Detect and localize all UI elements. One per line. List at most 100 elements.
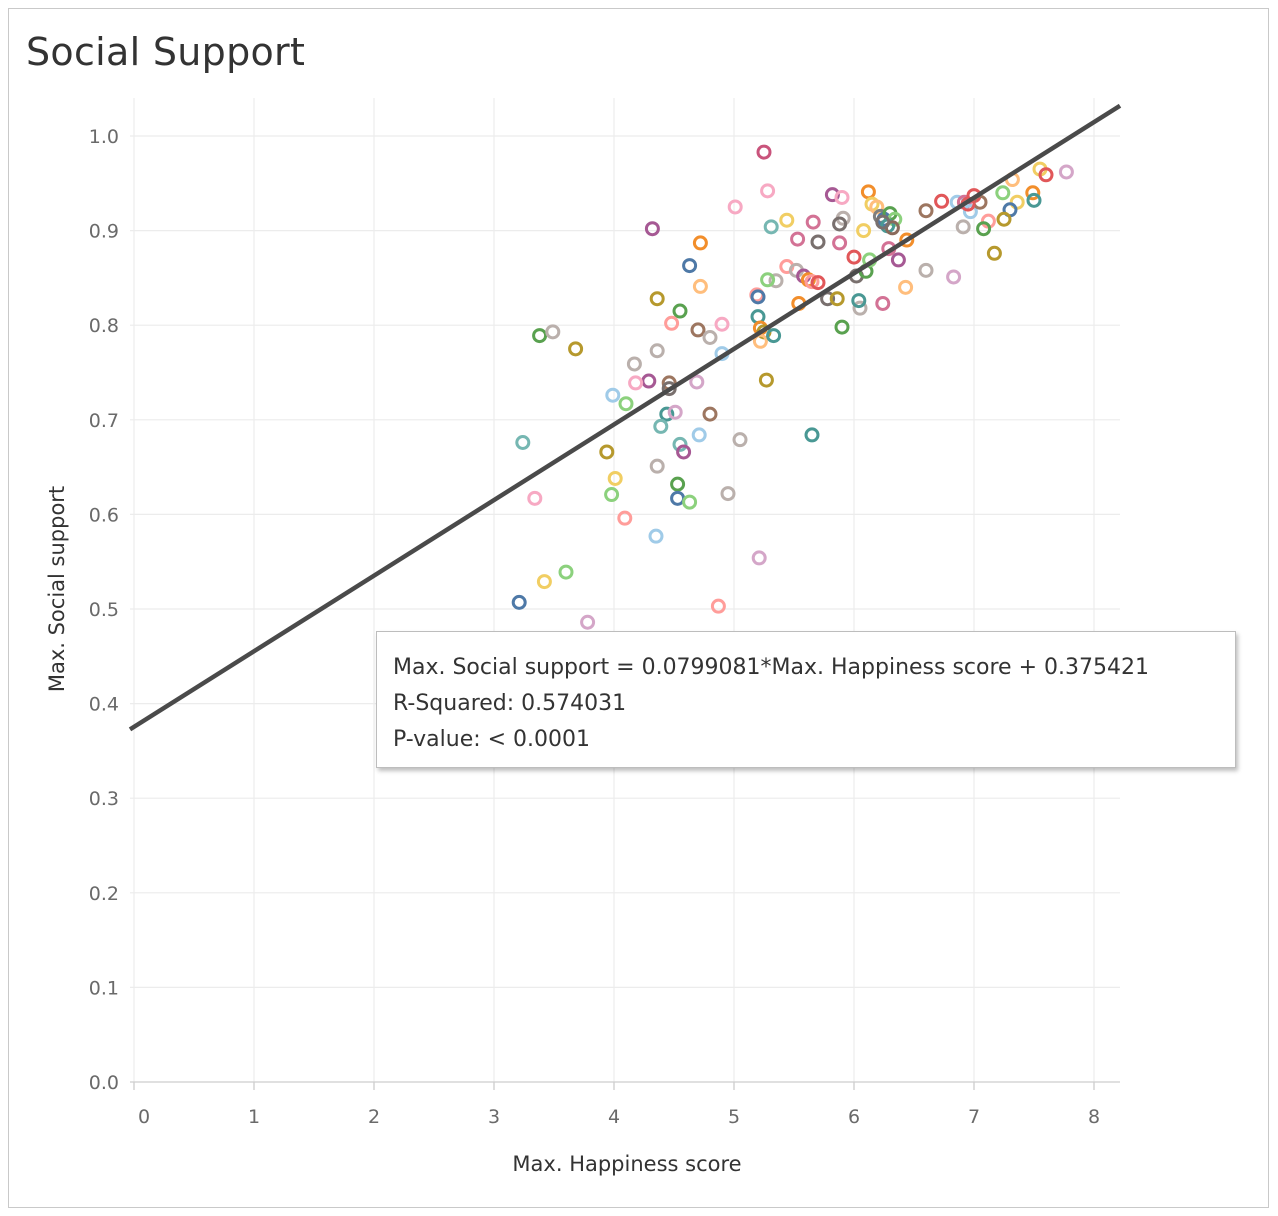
data-point[interactable] (820, 291, 836, 307)
data-point[interactable] (760, 272, 776, 288)
data-point[interactable] (1058, 164, 1074, 180)
data-point[interactable] (766, 328, 782, 344)
data-point[interactable] (532, 328, 548, 344)
data-point[interactable] (515, 435, 531, 451)
data-point[interactable] (779, 212, 795, 228)
data-point[interactable] (829, 291, 845, 307)
data-point[interactable] (536, 574, 552, 590)
data-point[interactable] (752, 333, 768, 349)
data-point[interactable] (763, 219, 779, 235)
data-point[interactable] (702, 406, 718, 422)
data-point[interactable] (1026, 192, 1042, 208)
data-point[interactable] (790, 231, 806, 247)
data-point[interactable] (875, 214, 891, 230)
data-point[interactable] (751, 550, 767, 566)
data-point[interactable] (649, 291, 665, 307)
data-point[interactable] (605, 387, 621, 403)
data-point[interactable] (846, 249, 862, 265)
data-point[interactable] (653, 418, 669, 434)
data-point[interactable] (832, 235, 848, 251)
data-point[interactable] (918, 262, 934, 278)
data-point[interactable] (860, 184, 876, 200)
data-point[interactable] (568, 341, 584, 357)
data-point[interactable] (667, 404, 683, 420)
data-point[interactable] (682, 494, 698, 510)
data-point[interactable] (545, 324, 561, 340)
data-point[interactable] (690, 322, 706, 338)
data-point[interactable] (689, 374, 705, 390)
data-point[interactable] (834, 189, 850, 205)
data-point[interactable] (732, 432, 748, 448)
data-point[interactable] (756, 144, 772, 160)
data-point[interactable] (659, 406, 675, 422)
data-point[interactable] (511, 594, 527, 610)
data-point[interactable] (758, 372, 774, 388)
data-point[interactable] (955, 219, 971, 235)
data-point[interactable] (768, 273, 784, 289)
data-point[interactable] (899, 232, 915, 248)
data-point[interactable] (691, 427, 707, 443)
data-point[interactable] (810, 234, 826, 250)
data-point[interactable] (852, 300, 868, 316)
data-point[interactable] (804, 427, 820, 443)
data-point[interactable] (617, 510, 633, 526)
data-point[interactable] (641, 373, 657, 389)
data-point[interactable] (710, 598, 726, 614)
tooltip-equation: Max. Social support = 0.0799081*Max. Hap… (393, 655, 1149, 680)
data-point[interactable] (670, 490, 686, 506)
data-point[interactable] (875, 295, 891, 311)
data-point[interactable] (986, 245, 1002, 261)
trend-tooltip: Max. Social support = 0.0799081*Max. Hap… (376, 631, 1236, 768)
data-point[interactable] (946, 269, 962, 285)
data-point[interactable] (676, 444, 692, 460)
data-point[interactable] (618, 396, 634, 412)
x-tick-label: 0 (138, 1106, 150, 1128)
data-point[interactable] (607, 470, 623, 486)
data-point[interactable] (760, 183, 776, 199)
data-point[interactable] (834, 319, 850, 335)
data-point[interactable] (918, 203, 934, 219)
data-point[interactable] (1025, 185, 1041, 201)
data-point[interactable] (558, 564, 574, 580)
data-point[interactable] (714, 316, 730, 332)
data-point[interactable] (670, 476, 686, 492)
data-point[interactable] (672, 436, 688, 452)
data-point[interactable] (898, 279, 914, 295)
x-tick-label: 8 (1088, 1106, 1100, 1128)
data-points (511, 144, 1074, 630)
data-point[interactable] (962, 204, 978, 220)
data-point[interactable] (628, 375, 644, 391)
data-point[interactable] (682, 258, 698, 274)
data-point[interactable] (750, 289, 766, 305)
data-point[interactable] (580, 614, 596, 630)
data-point[interactable] (995, 185, 1011, 201)
data-point[interactable] (727, 199, 743, 215)
data-point[interactable] (1038, 167, 1054, 183)
data-point[interactable] (692, 235, 708, 251)
data-point[interactable] (832, 216, 848, 232)
data-point[interactable] (527, 490, 543, 506)
data-point[interactable] (644, 221, 660, 237)
data-point[interactable] (996, 211, 1012, 227)
data-point[interactable] (851, 293, 867, 309)
data-point[interactable] (934, 193, 950, 209)
data-point[interactable] (599, 444, 615, 460)
data-point[interactable] (672, 303, 688, 319)
data-point[interactable] (976, 221, 992, 237)
data-point[interactable] (649, 458, 665, 474)
data-point[interactable] (804, 274, 820, 290)
data-point[interactable] (604, 487, 620, 503)
data-point[interactable] (805, 214, 821, 230)
data-point[interactable] (856, 223, 872, 239)
data-point[interactable] (648, 528, 664, 544)
trend-line[interactable] (128, 103, 1122, 732)
data-point[interactable] (626, 356, 642, 372)
data-point[interactable] (692, 278, 708, 294)
data-point[interactable] (810, 275, 826, 291)
data-point[interactable] (649, 343, 665, 359)
data-point[interactable] (664, 315, 680, 331)
data-point[interactable] (702, 329, 718, 345)
data-point[interactable] (890, 252, 906, 268)
data-point[interactable] (720, 486, 736, 502)
